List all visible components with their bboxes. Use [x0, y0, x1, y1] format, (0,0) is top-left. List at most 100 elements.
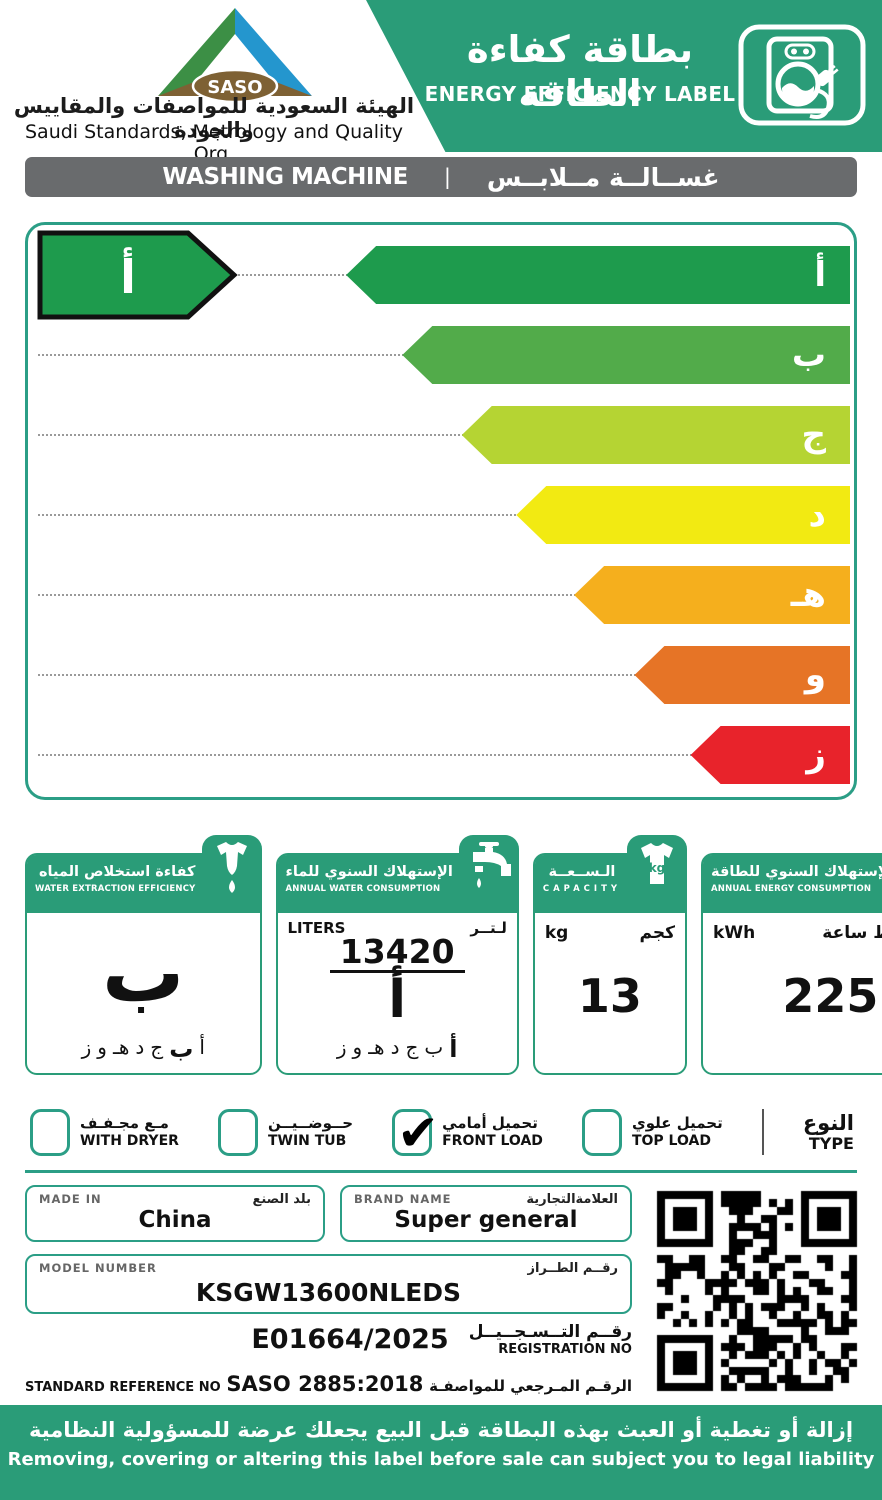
rating-arrow: و: [634, 646, 850, 704]
org-name-arabic: الهيئة السعودية للمواصفات والمقاييس والج…: [13, 94, 415, 142]
info-box-title-arabic: كفاءة استخلاص المياه: [38, 864, 196, 880]
washing-machine-icon: [738, 24, 866, 126]
checkbox-with-dryer[interactable]: [30, 1108, 70, 1156]
type-selector-row: مـع مجـفـف WITH DRYER حــوضــيــن TWIN T…: [30, 1098, 854, 1166]
checkbox-top-load[interactable]: [581, 1108, 622, 1156]
shirt-kg-icon: kg: [641, 843, 674, 884]
brand-label-english: BRAND NAME: [354, 1192, 452, 1206]
registration-row: E01664/2025 رقــم التــسـجــيــل REGISTR…: [25, 1322, 632, 1358]
icon-tab: kg: [627, 835, 688, 905]
type-label-english: TYPE: [808, 1133, 854, 1153]
info-box-water-extraction: كفاءة استخلاص المياه WATER EXTRACTION EF…: [25, 835, 262, 1075]
type-option-label-english: FRONT LOAD: [442, 1132, 543, 1149]
dotted-line: [38, 514, 844, 516]
model-value: KSGW13600NLEDS: [195, 1278, 462, 1307]
made-in-label-english: MADE IN: [39, 1192, 102, 1206]
qr-code: [652, 1186, 862, 1396]
rating-letter: ب: [791, 335, 826, 375]
info-box-title-arabic: الإستهلاك السنوي للطاقة: [711, 864, 882, 880]
info-box-water-consumption: الإستهلاك السنوي للماء ANNUAL WATER CONS…: [275, 835, 519, 1075]
standard-label-arabic: الرقـم المـرجعي للمواصفـة: [429, 1377, 632, 1395]
info-box-title-arabic: الـســعــة: [548, 864, 616, 880]
dotted-line: [38, 594, 844, 596]
model-label-arabic: رقــم الطــراز: [527, 1261, 618, 1276]
rating-arrow: أ: [346, 246, 850, 304]
type-option-with-dryer: مـع مجـفـف WITH DRYER: [30, 1108, 179, 1156]
rating-letter: ز: [806, 735, 826, 775]
rating-arrow: هـ: [574, 566, 850, 624]
checkbox-twin-tub[interactable]: [217, 1108, 258, 1156]
rating-letter: ج: [801, 415, 826, 455]
selected-rating-letter: أ: [120, 247, 136, 304]
model-label-english: MODEL NUMBER: [39, 1261, 157, 1275]
info-box-title-english: WATER EXTRACTION EFFICIENCY: [35, 884, 196, 894]
rating-row-g: ز: [28, 715, 854, 795]
rating-arrow: ج: [461, 406, 850, 464]
info-box-body: kg كجم 13: [535, 913, 685, 1073]
dotted-line: [38, 754, 844, 756]
standard-value: SASO 2885:2018: [226, 1372, 424, 1396]
type-option-label-arabic: تحميل أمامي: [442, 1114, 538, 1133]
type-option-label-arabic: مـع مجـفـف: [80, 1114, 169, 1133]
type-option-label-english: TOP LOAD: [631, 1132, 711, 1149]
type-option-twin-tub: حــوضــيــن TWIN TUB: [217, 1108, 353, 1156]
water-consumption-value-wrap: 13420: [288, 934, 507, 973]
product-name-english: WASHING MACHINE: [162, 164, 408, 190]
type-option-front-load: ✔ تحميل أمامي FRONT LOAD: [392, 1108, 543, 1158]
info-box-header: الإستهلاك السنوي للطاقة ANNUAL ENERGY CO…: [703, 855, 882, 913]
grade-letter-row: أ ب ج د هـ و ز: [336, 1035, 458, 1063]
info-boxes: كفاءة استخلاص المياه WATER EXTRACTION EF…: [25, 835, 882, 1075]
rating-row-f: و: [28, 635, 854, 715]
water-extraction-rating: ب: [102, 926, 185, 1021]
product-name-arabic: غســالــة مــلابــس: [486, 162, 720, 192]
standard-reference-row: STANDARD REFERENCE NO SASO 2885:2018 الر…: [25, 1372, 632, 1396]
brand-label-arabic: العلامةالتجارية: [526, 1192, 618, 1207]
brand-value: Super general: [394, 1207, 578, 1233]
rating-letter: أ: [814, 255, 826, 295]
selected-rating-arrow: أ: [37, 230, 238, 320]
made-in-value: China: [138, 1207, 212, 1233]
registration-value: E01664/2025: [251, 1324, 449, 1356]
unit-english: LITERS: [287, 919, 346, 937]
icon-tab: [458, 835, 519, 905]
capacity-value: 13: [577, 969, 642, 1023]
label-title-english: ENERGY EFFICIENCY LABEL: [424, 82, 736, 106]
unit-row: kWh كيلو واط ساعة: [713, 919, 882, 943]
check-mark: ✔: [397, 1104, 440, 1162]
info-box-title-english: ANNUAL WATER CONSUMPTION: [285, 884, 441, 894]
water-consumption-value: 13420: [329, 934, 465, 973]
type-label: النوع TYPE: [803, 1111, 854, 1154]
rating-arrow: ب: [402, 326, 850, 384]
rating-row-a: أ أ: [28, 230, 854, 320]
rating-row-c: ج: [28, 395, 854, 475]
water-consumption-rating: أ: [388, 969, 407, 1030]
unit-english: kg: [544, 923, 569, 943]
icon-tab: [201, 835, 262, 905]
rating-arrow: د: [516, 486, 850, 544]
unit-arabic: كيلو واط ساعة: [822, 923, 882, 943]
energy-consumption-value: 225: [782, 969, 879, 1023]
unit-row: kg كجم: [545, 919, 675, 943]
product-type-bar: WASHING MACHINE | غســالــة مــلابــس: [25, 157, 857, 197]
registration-label-arabic: رقــم التــسـجــيــل: [468, 1322, 632, 1342]
legal-footer: إزالة أو تغطية أو العبث بهذه البطاقة قبل…: [0, 1405, 882, 1500]
type-option-label-english: TWIN TUB: [267, 1132, 347, 1149]
legal-footer-arabic: إزالة أو تغطية أو العبث بهذه البطاقة قبل…: [28, 1418, 854, 1442]
shirt-kg-icon-text: kg: [649, 861, 666, 875]
rating-arrow: ز: [690, 726, 850, 784]
dotted-line: [38, 434, 844, 436]
info-box-body: ب أ ب ج د هـ و ز: [27, 913, 260, 1073]
type-label-arabic: النوع: [802, 1110, 854, 1135]
type-divider: [761, 1109, 764, 1155]
info-box-body: LITERS لـتــر 13420 أ أ ب ج د هـ و ز: [278, 913, 517, 1073]
checkbox-front-load[interactable]: ✔: [392, 1108, 439, 1158]
info-box-energy-consumption: الإستهلاك السنوي للطاقة ANNUAL ENERGY CO…: [701, 853, 882, 1075]
rating-scale-box: أ أ ب ج د هـ: [25, 222, 857, 800]
made-in-label-arabic: بلد الصنع: [252, 1192, 311, 1207]
type-option-label-english: WITH DRYER: [80, 1132, 179, 1149]
product-bar-divider: |: [443, 165, 451, 189]
rating-letter: و: [804, 655, 826, 695]
saso-logo: SASO: [158, 8, 312, 104]
wrung-shirt-droplet-icon: [216, 842, 247, 893]
